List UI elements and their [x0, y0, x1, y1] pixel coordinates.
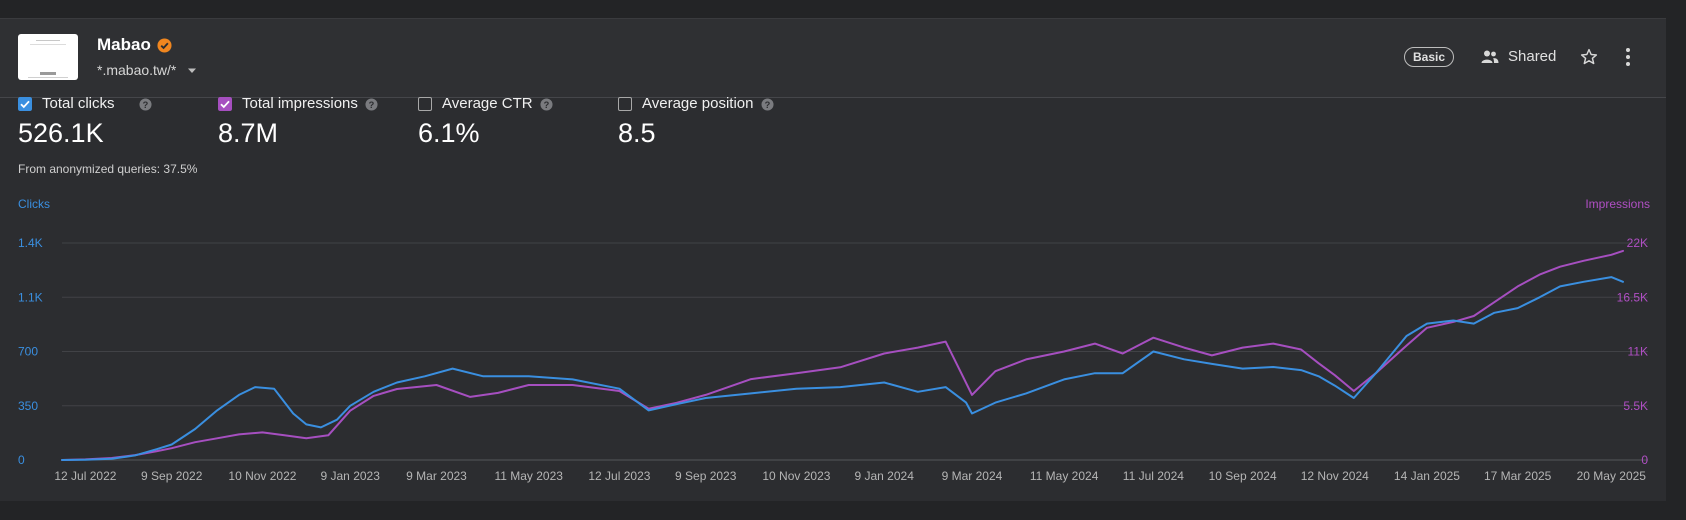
svg-text:?: ?	[369, 100, 375, 110]
more-vertical-icon[interactable]	[1624, 47, 1632, 67]
y-right-tick-label: 0	[1641, 453, 1648, 467]
y-left-tick-label: 0	[18, 453, 25, 467]
y-left-tick-label: 700	[18, 345, 38, 359]
x-tick-label: 12 Nov 2024	[1301, 469, 1369, 483]
x-tick-label: 11 Jul 2024	[1123, 469, 1184, 483]
average-position-checkbox[interactable]	[618, 97, 632, 111]
x-tick-label: 9 Mar 2024	[942, 469, 1003, 483]
x-tick-label: 9 Sep 2023	[675, 469, 737, 483]
x-tick-label: 12 Jul 2023	[588, 469, 650, 483]
site-performance-card: Mabao *.mabao.tw/* Basic Shared	[0, 19, 1666, 501]
total-impressions-label: Total impressions	[242, 95, 358, 112]
total-impressions-checkbox[interactable]	[218, 97, 232, 111]
x-tick-label: 11 May 2023	[494, 469, 563, 483]
x-tick-label: 17 Mar 2025	[1484, 469, 1552, 483]
x-tick-label: 9 Sep 2022	[141, 469, 203, 483]
y-right-tick-label: 22K	[1627, 236, 1648, 250]
x-tick-label: 10 Nov 2022	[228, 469, 296, 483]
chevron-down-icon[interactable]	[187, 67, 197, 75]
help-icon[interactable]: ?	[761, 98, 774, 111]
verified-badge-icon	[157, 38, 172, 53]
site-name[interactable]: Mabao	[97, 35, 151, 54]
clicks-series-line	[61, 276, 1624, 461]
plan-badge: Basic	[1404, 47, 1455, 67]
x-tick-label: 9 Mar 2023	[406, 469, 467, 483]
y-right-tick-label: 11K	[1628, 345, 1648, 359]
y-axis-left-title: Clicks	[18, 197, 50, 211]
x-tick-label: 11 May 2024	[1030, 469, 1099, 483]
people-icon[interactable]	[1481, 49, 1499, 65]
svg-text:?: ?	[765, 100, 771, 110]
x-tick-label: 12 Jul 2022	[54, 469, 116, 483]
shared-button[interactable]: Shared	[1508, 48, 1557, 65]
total-clicks-value: 526.1K	[18, 118, 104, 148]
y-right-tick-label: 5.5K	[1623, 399, 1648, 413]
total-impressions-value: 8.7M	[218, 118, 279, 148]
y-axis-right-title: Impressions	[1585, 197, 1650, 211]
x-tick-label: 10 Sep 2024	[1209, 469, 1277, 483]
average-position-value: 8.5	[618, 118, 656, 148]
average-ctr-value: 6.1%	[418, 118, 480, 148]
y-left-tick-label: 1.1K	[18, 290, 43, 304]
total-clicks-label: Total clicks	[42, 95, 115, 112]
x-tick-label: 9 Jan 2024	[854, 469, 914, 483]
help-icon[interactable]: ?	[365, 98, 378, 111]
site-url-selector[interactable]: *.mabao.tw/*	[97, 62, 177, 78]
help-icon[interactable]: ?	[540, 98, 553, 111]
svg-text:?: ?	[143, 100, 149, 110]
y-right-tick-label: 16.5K	[1617, 290, 1648, 304]
site-header: Mabao *.mabao.tw/* Basic Shared	[0, 19, 1666, 98]
y-left-tick-label: 350	[18, 399, 38, 413]
average-ctr-label: Average CTR	[442, 95, 533, 112]
total-clicks-checkbox[interactable]	[18, 97, 32, 111]
site-thumbnail[interactable]	[18, 34, 78, 80]
x-tick-label: 9 Jan 2023	[321, 469, 381, 483]
svg-text:?: ?	[544, 100, 550, 110]
x-tick-label: 20 May 2025	[1577, 469, 1647, 483]
x-tick-label: 10 Nov 2023	[762, 469, 830, 483]
average-position-label: Average position	[642, 95, 754, 112]
anonymized-queries-note: From anonymized queries: 37.5%	[18, 162, 198, 176]
top-divider	[0, 18, 1666, 19]
y-left-tick-label: 1.4K	[18, 236, 43, 250]
impressions-series-line	[61, 249, 1624, 461]
average-ctr-checkbox[interactable]	[418, 97, 432, 111]
x-tick-label: 14 Jan 2025	[1394, 469, 1460, 483]
window-top-strip	[0, 0, 1686, 19]
help-icon[interactable]: ?	[139, 98, 152, 111]
star-icon[interactable]	[1580, 48, 1598, 66]
